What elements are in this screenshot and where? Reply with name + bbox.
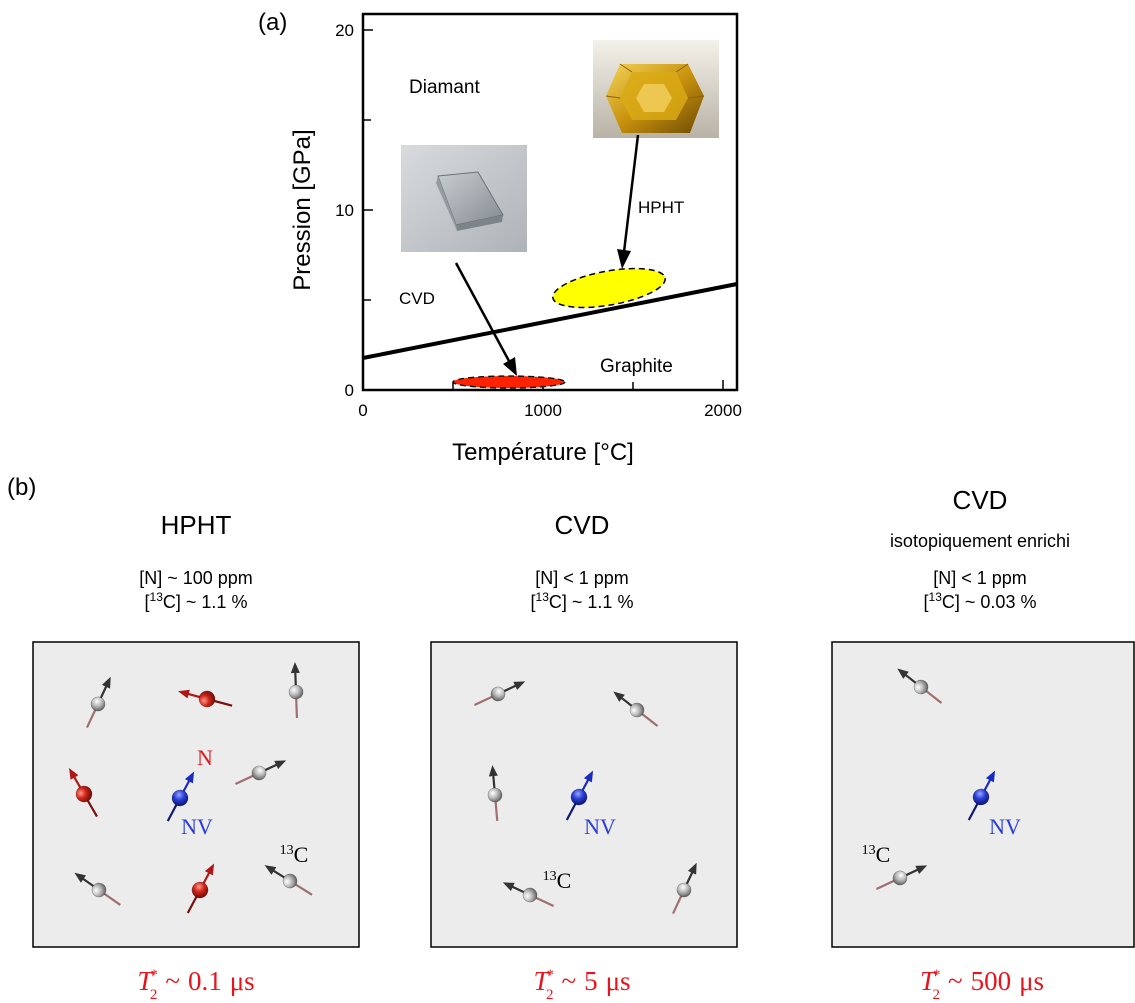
sample-1-t2: T* 2 ~0.1 μs	[137, 966, 254, 1003]
sample-2-c13: [13C] ~ 1.1 %	[531, 590, 634, 612]
c13-spin	[86, 676, 111, 729]
c13-spin	[672, 862, 697, 915]
cvd-plate-photo	[401, 145, 527, 252]
y-tick-0: 0	[345, 381, 354, 400]
c13-spin	[897, 668, 943, 704]
c13-spin	[264, 865, 313, 896]
graphite-region-label: Graphite	[600, 356, 673, 377]
hpht-crystal-photo	[593, 40, 719, 138]
x-tick-2000: 2000	[704, 401, 742, 420]
sample-3-nitrogen: [N] < 1 ppm	[933, 568, 1027, 588]
sample-3-t2: T* 2 ~500 μs	[920, 966, 1044, 1003]
sample-1-c13: [13C] ~ 1.1 %	[145, 590, 248, 612]
nitrogen-spin	[186, 863, 215, 914]
panel-a-label: (a)	[258, 9, 287, 36]
sample-1-n-label: N	[197, 745, 213, 770]
y-axis-label: Pression [GPa]	[289, 129, 316, 290]
spins-layer	[69, 662, 996, 915]
nv-center-spin	[565, 770, 594, 821]
arrows	[454, 134, 640, 376]
diamond-region-label: Diamant	[409, 77, 480, 98]
hpht-region	[552, 267, 666, 309]
sample-3-title: CVD	[953, 485, 1008, 515]
sample-2-t2: T* 2 ~5 μs	[533, 966, 630, 1003]
nitrogen-spin	[69, 768, 98, 818]
c13-spin	[74, 872, 121, 906]
c13-spin	[473, 681, 526, 706]
sample-1-nitrogen: [N] ~ 100 ppm	[139, 568, 253, 588]
sample-2-nitrogen: [N] < 1 ppm	[535, 568, 629, 588]
panel-a: (a) 0 1000 2000 0 10 20 Température [°C]…	[258, 9, 742, 466]
sample-3-c13-label: 13C	[862, 842, 891, 867]
c13-spin	[875, 865, 928, 890]
sample-3-nv-label: NV	[989, 814, 1021, 839]
c13-spin	[613, 691, 659, 727]
nv-center-spin	[166, 771, 195, 822]
y-tick-20: 20	[335, 21, 354, 40]
x-tick-0: 0	[358, 401, 367, 420]
sample-2-title: CVD	[555, 510, 610, 540]
sample-3-subtitle: isotopiquement enrichi	[890, 531, 1070, 551]
sample-2-nv-label: NV	[584, 814, 616, 839]
sample-1-c13-label: 13C	[280, 842, 309, 867]
panel-b-label: (b)	[7, 474, 36, 501]
c13-spin	[234, 760, 287, 785]
x-axis-label: Température [°C]	[452, 439, 634, 466]
hpht-label: HPHT	[638, 198, 684, 217]
x-tick-1000: 1000	[524, 401, 562, 420]
nv-center-spin	[967, 770, 996, 821]
sample-1-title: HPHT	[161, 510, 232, 540]
cvd-region	[452, 375, 566, 389]
y-tick-10: 10	[335, 201, 354, 220]
nitrogen-spin	[178, 689, 233, 708]
sample-2-c13-label: 13C	[543, 868, 572, 893]
c13-spin	[502, 882, 555, 907]
panel-b: (b) HPHT [N] ~ 100 ppm [13C] ~ 1.1 % CVD…	[7, 474, 1135, 1003]
phase-boundary-line	[362, 282, 738, 360]
c13-spin	[288, 662, 304, 719]
sample-3-c13: [13C] ~ 0.03 %	[924, 590, 1037, 612]
cvd-label: CVD	[399, 289, 435, 308]
sample-1-nv-label: NV	[181, 814, 213, 839]
c13-spin	[487, 765, 503, 821]
phase-diagram-frame	[361, 12, 739, 392]
